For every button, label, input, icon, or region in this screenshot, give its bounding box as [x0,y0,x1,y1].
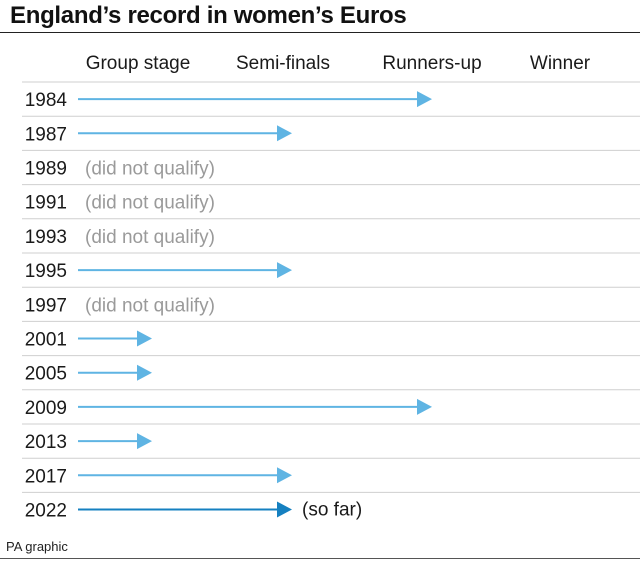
result-arrow-head [277,501,292,518]
year-label: 1997 [25,295,67,316]
year-label: 2013 [25,432,67,453]
result-arrow-head [137,364,152,381]
year-label: 2001 [25,330,67,351]
did-not-qualify-label: (did not qualify) [85,159,215,180]
year-label: 1991 [25,193,67,214]
did-not-qualify-label: (did not qualify) [85,295,215,316]
result-arrow-head [417,91,432,108]
stage-header-label: Runners-up [382,53,481,74]
year-label: 1989 [25,159,67,180]
result-arrow-head [277,467,292,484]
year-label: 1987 [25,124,67,145]
bottom-rule [0,558,640,559]
result-arrow-head [277,262,292,279]
chart-canvas: Group stage Semi-finals Runners-up Winner 19… [22,53,640,522]
progress-note: (so far) [302,500,362,521]
year-label: 1984 [25,90,68,111]
year-label: 2009 [25,398,67,419]
title-rule [0,32,640,33]
stage-header-label: Semi-finals [236,53,330,74]
result-arrow-head [137,433,152,450]
result-arrow-head [417,398,432,415]
stage-header-label: Winner [530,53,591,74]
year-label: 2022 [25,501,67,522]
did-not-qualify-label: (did not qualify) [85,227,215,248]
did-not-qualify-label: (did not qualify) [85,193,215,214]
result-arrow-head [137,330,152,347]
chart-title: England’s record in women’s Euros [10,2,407,29]
year-label: 1995 [25,261,67,282]
result-arrow-head [277,125,292,142]
source-credit: PA graphic [6,539,68,554]
year-label: 2005 [25,364,67,385]
year-label: 2017 [25,466,67,487]
stage-header-label: Group stage [86,53,191,74]
year-label: 1993 [25,227,67,248]
